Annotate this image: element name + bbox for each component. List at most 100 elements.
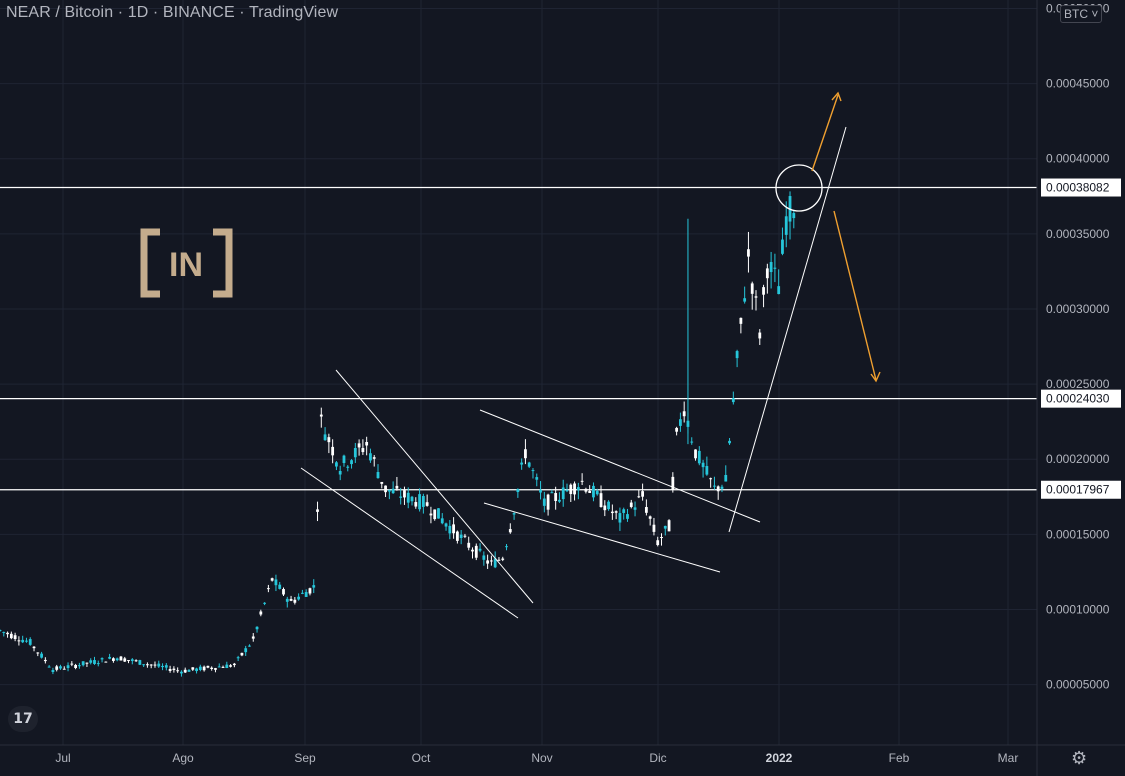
candle-body bbox=[482, 555, 486, 560]
candle-body bbox=[221, 666, 225, 668]
candle-body bbox=[338, 470, 342, 475]
candle-body bbox=[705, 466, 709, 475]
candle-body bbox=[59, 666, 62, 669]
time-axis[interactable]: Jul Ago Sep Oct Nov Dic 2022 Feb Mar bbox=[0, 744, 1125, 765]
gear-icon[interactable]: ⚙ bbox=[1071, 748, 1088, 768]
candle-body bbox=[524, 449, 527, 459]
candles bbox=[0, 191, 796, 677]
candle-body bbox=[486, 560, 490, 564]
candle-body bbox=[225, 664, 229, 668]
down-arrow[interactable] bbox=[833, 210, 881, 383]
up-arrow[interactable] bbox=[811, 91, 842, 172]
candle-body bbox=[637, 496, 641, 498]
candle-body bbox=[25, 640, 28, 642]
candle-body bbox=[350, 460, 353, 465]
candle-body bbox=[36, 652, 40, 654]
candle-body bbox=[93, 660, 96, 664]
y-tick-label: 0.00020000 bbox=[1046, 452, 1110, 466]
candle-body bbox=[471, 549, 474, 552]
candle-body bbox=[399, 496, 403, 498]
candle-body bbox=[168, 668, 172, 671]
candle-body bbox=[248, 645, 251, 647]
support-trendline[interactable] bbox=[728, 126, 847, 533]
channel-2-upper[interactable] bbox=[479, 409, 761, 523]
candle-body bbox=[580, 480, 584, 482]
watermark: IN bbox=[140, 228, 233, 298]
candle-body bbox=[576, 487, 580, 491]
candle-body bbox=[414, 502, 418, 507]
candle-body bbox=[467, 542, 471, 548]
tradingview-logo-icon[interactable]: 17 bbox=[8, 706, 38, 732]
candle-body bbox=[13, 635, 17, 640]
candle-body bbox=[9, 633, 13, 639]
candle-body bbox=[387, 489, 391, 492]
candle-body bbox=[478, 548, 482, 551]
channel-2-lower[interactable] bbox=[483, 502, 721, 573]
level-label-box bbox=[1041, 389, 1121, 408]
currency-button[interactable]: BTC ˅ bbox=[1060, 5, 1103, 23]
candle-body bbox=[531, 470, 535, 472]
candle-body bbox=[573, 483, 576, 495]
candle-body bbox=[206, 665, 210, 668]
candle-body bbox=[459, 534, 463, 539]
candle-body bbox=[263, 602, 266, 604]
candle-body bbox=[520, 462, 524, 465]
candle-body bbox=[210, 667, 214, 669]
top-circle[interactable] bbox=[775, 164, 823, 212]
candle-body bbox=[437, 508, 440, 519]
chart-title: NEAR / Bitcoin · 1D · BINANCE · TradingV… bbox=[6, 4, 339, 21]
candle-body bbox=[285, 598, 289, 602]
x-tick-label: Mar bbox=[998, 751, 1019, 765]
candle-body bbox=[274, 579, 278, 586]
candle-body bbox=[17, 640, 21, 642]
candle-body bbox=[251, 636, 255, 639]
candle-body bbox=[115, 658, 119, 661]
channel-1-upper[interactable] bbox=[335, 369, 534, 604]
y-tick-label: 0.00030000 bbox=[1046, 302, 1110, 316]
candle-body bbox=[550, 492, 554, 494]
candle-body bbox=[282, 589, 285, 595]
candle-body bbox=[331, 446, 335, 456]
candle-body bbox=[183, 669, 187, 673]
candle-body bbox=[369, 453, 372, 461]
candle-body bbox=[191, 667, 195, 670]
candle-body bbox=[112, 658, 115, 661]
candle-body bbox=[777, 286, 781, 295]
candle-body bbox=[663, 525, 667, 529]
drawings[interactable] bbox=[300, 91, 881, 619]
price-axis[interactable]: 0.00005000 0.00010000 0.00015000 0.00020000… bbox=[1036, 0, 1121, 776]
candle-body bbox=[240, 652, 244, 656]
candle-body bbox=[599, 493, 603, 508]
candle-body bbox=[743, 298, 747, 302]
candle-body bbox=[130, 659, 134, 662]
candle-body bbox=[96, 663, 100, 665]
candle-body bbox=[406, 492, 410, 503]
candle-body bbox=[293, 599, 297, 603]
candle-body bbox=[440, 518, 444, 524]
candle-body bbox=[161, 665, 164, 668]
candle-body bbox=[750, 283, 754, 294]
candle-body bbox=[346, 466, 350, 468]
candle-body bbox=[747, 249, 750, 257]
candle-body bbox=[671, 476, 675, 490]
candle-body bbox=[47, 666, 51, 668]
candle-body bbox=[410, 496, 414, 502]
candle-body bbox=[176, 670, 180, 672]
candle-body bbox=[164, 665, 168, 668]
candle-body bbox=[682, 411, 686, 417]
candle-body bbox=[187, 670, 191, 672]
channel-1-lower[interactable] bbox=[300, 467, 519, 619]
candle-body bbox=[308, 588, 312, 594]
candle-body bbox=[123, 658, 127, 662]
candle-body bbox=[433, 509, 437, 520]
candle-body bbox=[584, 488, 588, 492]
candle-body bbox=[380, 481, 384, 484]
y-tick-label: 0.00005000 bbox=[1046, 678, 1110, 692]
candle-body bbox=[792, 213, 796, 219]
candle-body bbox=[384, 485, 387, 493]
candle-body bbox=[104, 661, 108, 663]
x-tick-label: Nov bbox=[531, 751, 552, 765]
candle-body bbox=[629, 502, 633, 507]
candle-body bbox=[592, 485, 595, 498]
